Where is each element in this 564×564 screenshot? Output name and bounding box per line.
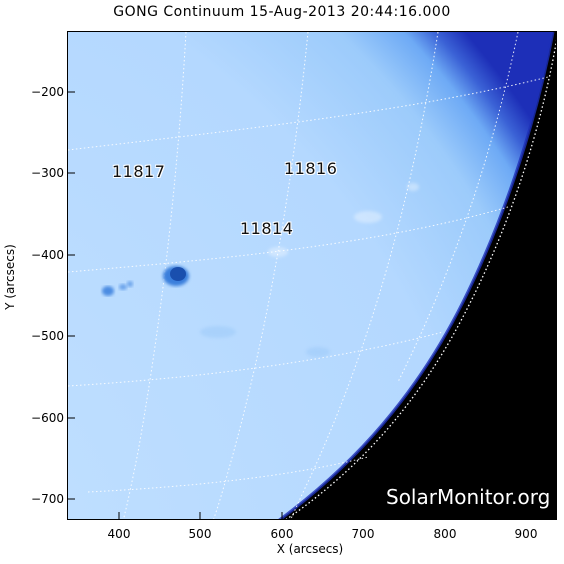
figure-title: GONG Continuum 15-Aug-2013 20:44:16.000 xyxy=(113,4,451,20)
solar-disk-svg xyxy=(68,32,556,519)
x-tick-label: 700 xyxy=(351,527,375,541)
x-tick-label: 900 xyxy=(514,527,538,541)
y-tick-label: −700 xyxy=(31,492,64,506)
y-tick-label: −300 xyxy=(31,166,64,180)
y-axis-label: Y (arcsecs) xyxy=(3,244,17,310)
x-tick-label: 500 xyxy=(188,527,212,541)
y-tick-label: −200 xyxy=(31,85,64,99)
x-axis-label: X (arcsecs) xyxy=(276,542,344,556)
y-tick-label: −500 xyxy=(31,329,64,343)
latitude-grid xyxy=(68,76,549,493)
surface-texture xyxy=(200,183,419,357)
x-tick-label: 800 xyxy=(433,527,457,541)
y-tick-label: −400 xyxy=(31,248,64,262)
x-tick-label: 600 xyxy=(270,527,294,541)
y-tick-label: −600 xyxy=(31,411,64,425)
limb-dotted-outline xyxy=(285,39,556,519)
region-label-11816: 11816 xyxy=(284,159,338,178)
solar-disk xyxy=(68,32,553,519)
x-tick-label: 400 xyxy=(107,527,131,541)
sunspot-group xyxy=(102,266,189,296)
region-label-11814: 11814 xyxy=(240,219,294,238)
watermark-text: SolarMonitor.org xyxy=(386,485,551,509)
solar-limb xyxy=(278,32,555,519)
longitude-grid xyxy=(122,32,519,519)
solar-image-plot-area: 11817 11816 11814 xyxy=(67,31,557,520)
region-label-11817: 11817 xyxy=(112,162,166,181)
